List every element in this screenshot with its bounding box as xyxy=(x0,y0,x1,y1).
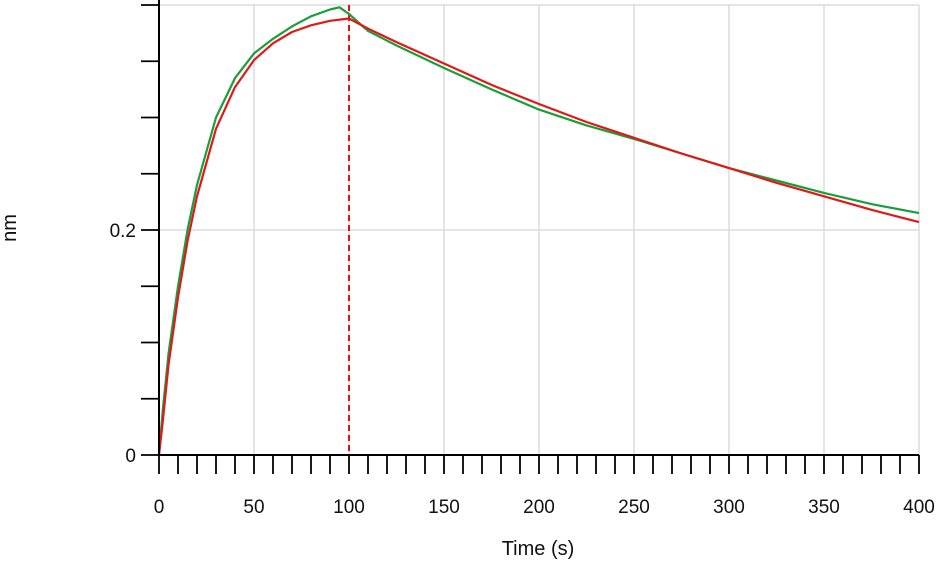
y-axis-title: nm xyxy=(0,214,21,242)
x-tick-label: 50 xyxy=(243,497,264,518)
axes xyxy=(141,0,920,474)
x-tick-label: 300 xyxy=(713,497,745,518)
y-tick-labels: 00.2 xyxy=(110,221,136,467)
x-tick-label: 200 xyxy=(523,497,555,518)
x-tick-labels: 0 50 100 150 200 250 300 350 400 xyxy=(154,497,935,518)
series-line xyxy=(157,17,920,456)
y-tick-label: 0 xyxy=(125,446,136,467)
x-tick-label: 0 xyxy=(154,497,165,518)
series-lines xyxy=(157,6,920,456)
x-tick-label: 350 xyxy=(808,497,840,518)
x-tick-label: 400 xyxy=(903,497,935,518)
y-tick-label: 0.2 xyxy=(110,221,136,242)
x-tick-label: 100 xyxy=(333,497,365,518)
x-axis-title: Time (s) xyxy=(502,538,575,560)
x-tick-label: 150 xyxy=(428,497,460,518)
x-tick-label: 250 xyxy=(618,497,650,518)
grid xyxy=(158,4,920,456)
